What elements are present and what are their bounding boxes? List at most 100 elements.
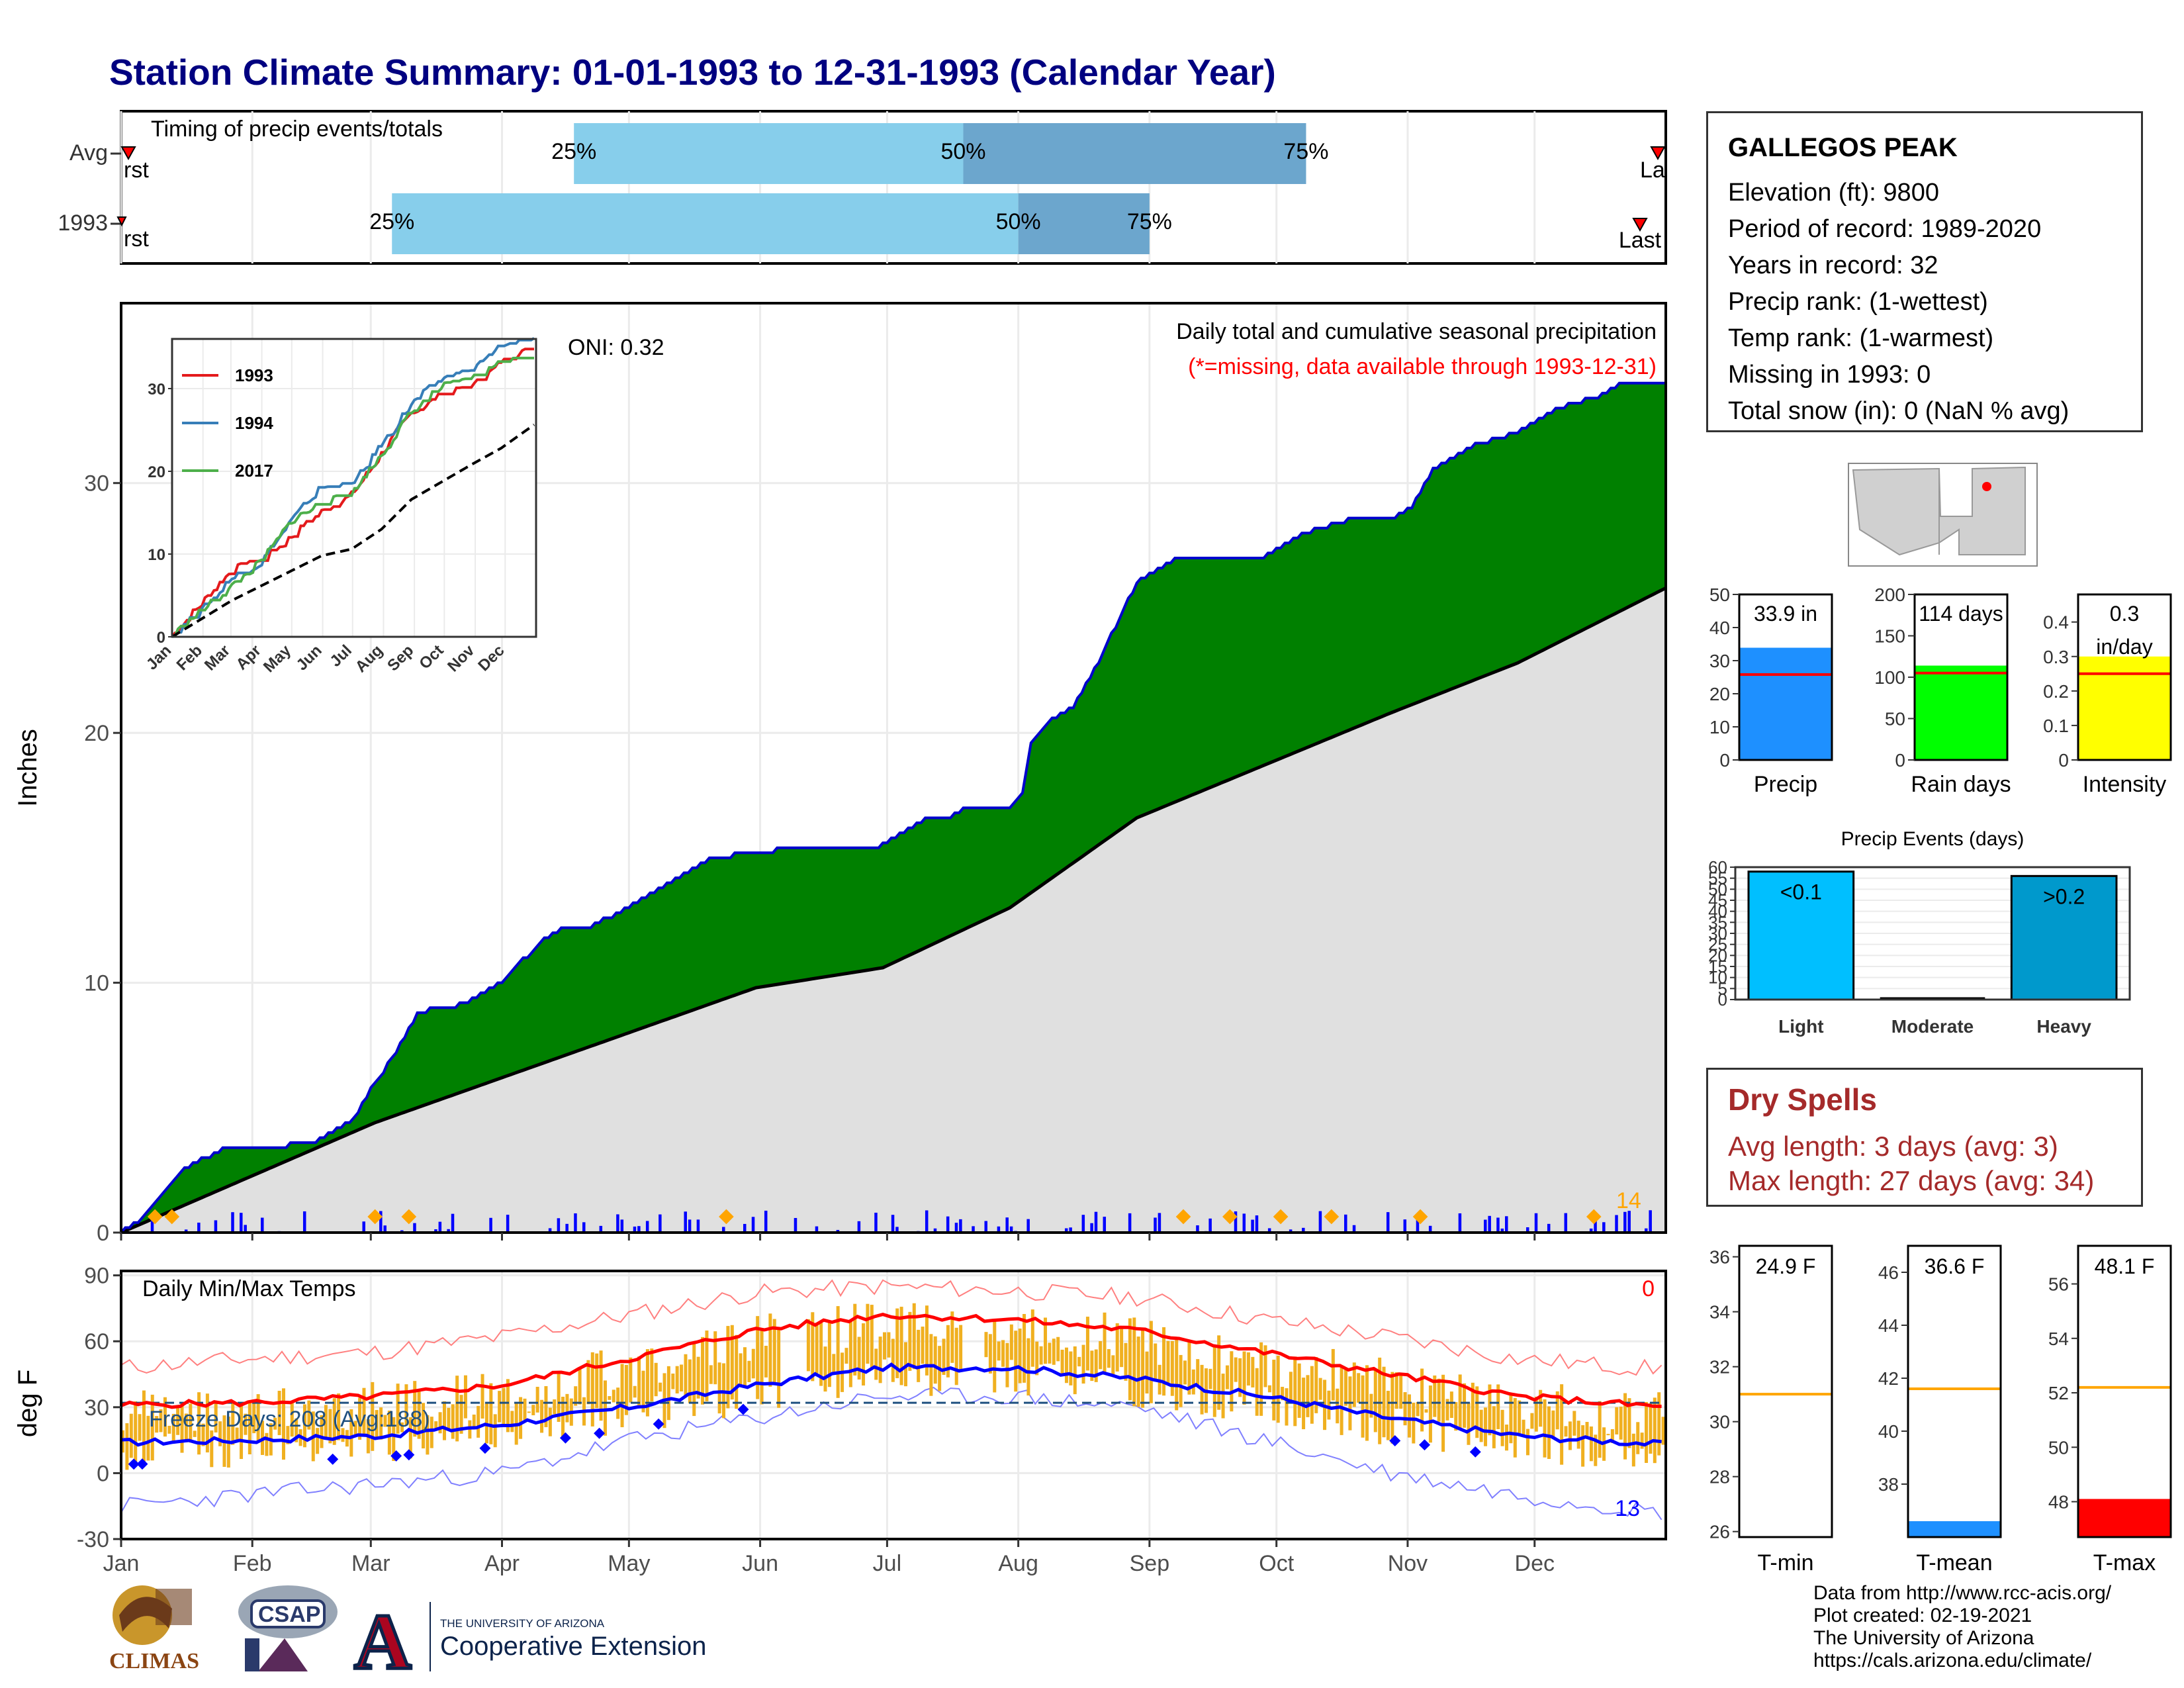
events-category-label: Heavy (2036, 1016, 2091, 1037)
daily-temp-bar (218, 1421, 222, 1446)
temp-summary-bar (2078, 1499, 2171, 1537)
extreme-count: 14 (1616, 1188, 1641, 1213)
daily-temp-bar (1373, 1369, 1377, 1432)
timing-row-label: Avg (69, 140, 108, 165)
precip-y-axis-label: Inches (13, 729, 42, 807)
daily-temp-bar (984, 1332, 988, 1358)
daily-temp-bar (400, 1422, 404, 1432)
inset-line-2017 (171, 356, 534, 638)
daily-precip-bar (261, 1217, 264, 1233)
daily-temp-bar (1428, 1385, 1432, 1443)
station-line: Temp rank: (1-warmest) (1728, 324, 1994, 352)
daily-precip-bar (1069, 1227, 1072, 1233)
temp-y-tick-label: 0 (97, 1461, 109, 1486)
daily-temp-bar (426, 1415, 430, 1455)
daily-temp-bar (688, 1359, 692, 1403)
daily-temp-bar (853, 1303, 857, 1376)
daily-temp-bar (848, 1319, 852, 1387)
temp-summary-tick-label: 52 (2048, 1383, 2069, 1403)
climas-text: CLIMAS (109, 1649, 199, 1673)
daily-precip-bar (1208, 1218, 1212, 1233)
summary-tick-label: 0.2 (2043, 681, 2069, 702)
daily-precip-bar (413, 1223, 416, 1233)
daily-temp-bar (506, 1379, 510, 1432)
daily-temp-bar (586, 1360, 590, 1405)
daily-temp-bar (612, 1389, 615, 1403)
inset-y-tick-label: 10 (148, 546, 165, 564)
credit-line: Plot created: 02-19-2021 (1813, 1605, 2032, 1626)
daily-temp-bar (1369, 1393, 1373, 1418)
events-tick-label: 25 (1708, 935, 1727, 955)
daily-temp-bar (1090, 1350, 1094, 1382)
daily-temp-bar (903, 1342, 907, 1387)
daily-temp-bar (578, 1367, 582, 1405)
daily-precip-bar (302, 1211, 306, 1233)
daily-temp-bar (171, 1413, 175, 1444)
daily-temp-bar (1640, 1432, 1644, 1449)
inset-legend-label: 1994 (235, 413, 273, 433)
hot-days-count: 0 (1642, 1276, 1655, 1301)
daily-temp-bar (1403, 1392, 1407, 1426)
record-min-line (120, 1386, 1662, 1521)
daily-temp-bar (408, 1417, 412, 1459)
daily-temp-bar (993, 1321, 997, 1393)
daily-temp-bar (1094, 1349, 1098, 1382)
daily-temp-bar (1069, 1351, 1073, 1385)
daily-temp-bar (574, 1386, 578, 1406)
extreme-precip-marker (1412, 1209, 1428, 1225)
daily-precip-bar (1589, 1228, 1593, 1233)
daily-temp-bar (430, 1417, 433, 1448)
daily-temp-bar (1479, 1409, 1483, 1442)
inset-legend-label: 1993 (235, 365, 273, 385)
record-low-marker (390, 1450, 402, 1462)
daily-temp-bar (1081, 1344, 1085, 1384)
precip-y-tick-label: 10 (84, 971, 109, 996)
daily-precip-bar (1081, 1215, 1085, 1233)
daily-temp-bar (1513, 1398, 1517, 1458)
events-value-label: <0.1 (1780, 880, 1822, 904)
daily-temp-bar (1141, 1330, 1145, 1408)
daily-temp-bar (1107, 1349, 1111, 1368)
timing-bar-50-75 (963, 123, 1306, 184)
summary-tick-label: 20 (1709, 684, 1730, 704)
daily-temp-bar (1238, 1358, 1242, 1397)
daily-precip-bar (616, 1214, 619, 1233)
daily-temp-bar (134, 1401, 138, 1464)
daily-temp-bar (836, 1306, 840, 1398)
temp-summary-tick-label: 56 (2048, 1274, 2069, 1295)
temp-summary-tick-label: 44 (1878, 1315, 1899, 1336)
daily-precip-bar (1352, 1225, 1356, 1233)
daily-precip-bar (1602, 1222, 1606, 1233)
daily-temp-bar (256, 1394, 260, 1443)
daily-temp-bar (493, 1414, 497, 1448)
daily-temp-bar (692, 1342, 696, 1417)
daily-temp-bar (1441, 1374, 1445, 1452)
daily-temp-bar (1449, 1391, 1453, 1419)
daily-temp-bar (772, 1319, 776, 1383)
daily-temp-bar (1551, 1410, 1555, 1438)
daily-temp-bar (1099, 1340, 1103, 1370)
daily-precip-bar (1594, 1219, 1597, 1233)
daily-temp-bar (1615, 1407, 1619, 1434)
first-label: rst (124, 158, 149, 183)
dry-spells-max: Max length: 27 days (avg: 34) (1728, 1165, 2095, 1196)
inset-legend-label: 2017 (235, 461, 273, 481)
temp-panel-label: Daily Min/Max Temps (142, 1276, 355, 1301)
record-low-marker (479, 1442, 491, 1454)
daily-precip-bar (244, 1225, 247, 1233)
daily-temp-bar (891, 1338, 895, 1382)
uofa-big-text: Cooperative Extension (440, 1632, 706, 1661)
daily-temp-bar (557, 1373, 561, 1422)
daily-temp-bar (1463, 1383, 1467, 1428)
daily-temp-bar (138, 1414, 142, 1441)
extreme-precip-marker (1273, 1209, 1289, 1225)
daily-temp-bar (827, 1321, 831, 1387)
freeze-days-label: Freeze Days: 208 (Avg:188) (149, 1407, 430, 1432)
events-tick-label: 50 (1708, 879, 1727, 899)
precip-y-tick-label: 30 (84, 471, 109, 496)
daily-temp-bar (1555, 1391, 1559, 1430)
temp-summary-tick-label: 46 (1878, 1262, 1899, 1283)
daily-temp-bar (544, 1385, 548, 1427)
events-bar-heavy (2010, 874, 2118, 1001)
events-category-label: Light (1778, 1016, 1823, 1037)
